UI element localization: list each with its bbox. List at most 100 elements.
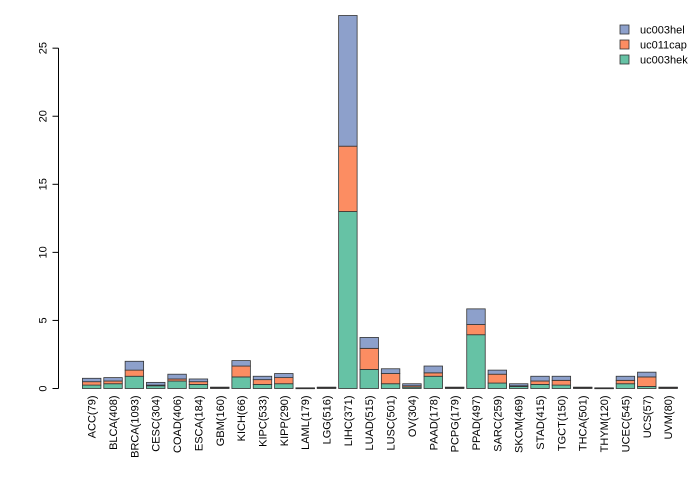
- bar-segment-uc003hek: [530, 384, 550, 389]
- bar-segment-uc011cap: [188, 381, 209, 385]
- bar-segment-uc003hel: [402, 383, 422, 387]
- x-tick-label: THCA(501): [578, 396, 590, 452]
- bar-segment-uc011cap: [380, 373, 401, 385]
- bar-segment-uc011cap: [124, 369, 145, 377]
- x-tick-label: CESC(304): [151, 396, 163, 452]
- bar-segment-uc011cap: [252, 379, 273, 385]
- y-tick-label: 15: [37, 178, 49, 190]
- bar-segment-uc003hek: [423, 375, 443, 389]
- x-axis-labels: ACC(79) BLCA(408) BRCA(1093) CESC(304) COAD(…: [87, 396, 675, 458]
- x-tick-label: UCS(57): [642, 396, 654, 439]
- bar-segment-uc003hek: [146, 385, 166, 389]
- legend-label-uc011cap: uc011cap: [640, 40, 687, 52]
- x-tick-label: STAD(415): [535, 396, 547, 450]
- bar-segment-uc003hel: [231, 360, 251, 367]
- legend-swatch-uc003hek: [619, 54, 630, 65]
- legend-label-uc003hek: uc003hek: [640, 55, 688, 67]
- bar-segment-uc003hek: [615, 383, 636, 389]
- bar-segment-uc003hek: [252, 384, 273, 389]
- bar-segment-uc011cap: [338, 145, 358, 212]
- bar-segment-uc011cap: [487, 373, 507, 384]
- x-tick-label: KICH(66): [236, 396, 248, 442]
- x-tick-label: BRCA(1093): [129, 396, 141, 458]
- x-tick-label: PCPG(179): [450, 396, 462, 453]
- bar-segment-uc003hel: [146, 381, 166, 386]
- bar-segment-uc003hek: [466, 334, 486, 389]
- bar-segment-uc003hel: [444, 386, 465, 389]
- x-tick-label: BLCA(408): [108, 396, 120, 450]
- x-tick-label: ACC(79): [87, 396, 99, 439]
- bar-segment-uc003hel: [338, 15, 358, 147]
- bar-segment-uc003hek: [487, 382, 507, 389]
- bar-segment-uc011cap: [615, 379, 636, 385]
- x-tick-label: PAAD(178): [428, 396, 440, 451]
- bar-segment-uc003hel: [295, 387, 315, 389]
- bar-segment-uc011cap: [103, 380, 123, 385]
- bar-segment-uc011cap: [82, 381, 102, 386]
- bar-segment-uc003hel: [487, 369, 507, 375]
- bar-segment-uc003hel: [573, 386, 593, 389]
- y-tick-label: 0: [37, 385, 49, 391]
- y-tick-label: 25: [37, 42, 49, 54]
- legend-label-uc003hel: uc003hel: [640, 25, 685, 37]
- x-tick-label: LUAD(515): [364, 396, 376, 451]
- bar-segment-uc003hel: [551, 375, 572, 381]
- bar-segment-uc003hek: [551, 384, 572, 389]
- bar-segment-uc003hel: [274, 373, 294, 379]
- bar-segment-uc003hel: [124, 360, 145, 371]
- bar-segment-uc011cap: [530, 380, 550, 385]
- bar-segment-uc003hel: [594, 387, 614, 389]
- x-tick-label: COAD(406): [172, 396, 184, 453]
- bar-segment-uc003hel: [359, 337, 379, 349]
- bar-segment-uc003hek: [167, 380, 187, 389]
- x-tick-label: UVM(80): [663, 396, 675, 440]
- bar-segment-uc003hek: [82, 384, 102, 389]
- bar-segment-uc003hek: [231, 376, 251, 389]
- bar-segment-uc003hel: [210, 386, 230, 389]
- x-tick-label: UCEC(545): [620, 396, 632, 453]
- bar-segment-uc003hek: [103, 383, 123, 389]
- bar-segment-uc011cap: [359, 347, 379, 370]
- legend-swatch-uc011cap: [619, 39, 630, 50]
- bar-segment-uc011cap: [551, 379, 572, 386]
- x-tick-label: TGCT(150): [556, 396, 568, 452]
- x-tick-label: THYM(120): [599, 396, 611, 453]
- bar-segment-uc003hel: [82, 377, 102, 383]
- x-tick-label: PPAD(497): [471, 396, 483, 451]
- bar-segment-uc003hek: [380, 383, 401, 389]
- bar-segment-uc003hek: [359, 369, 379, 389]
- x-tick-label: KIPC(533): [257, 396, 269, 447]
- bar-segment-uc003hek: [188, 384, 209, 389]
- x-tick-label: KIPP(290): [279, 396, 291, 447]
- bar-segment-uc003hel: [252, 375, 273, 381]
- bar-segment-uc011cap: [231, 365, 251, 378]
- x-tick-label: ESCA(184): [193, 396, 205, 452]
- x-tick-label: LUSC(501): [386, 396, 398, 451]
- y-tick-label: 20: [37, 110, 49, 122]
- bar-segment-uc003hek: [338, 211, 358, 389]
- y-tick-label: 10: [37, 246, 49, 258]
- x-tick-label: OV(304): [407, 396, 419, 438]
- bar-segment-uc003hek: [124, 375, 145, 389]
- x-tick-label: SKCM(469): [514, 396, 526, 453]
- bar-segment-uc003hel: [509, 383, 529, 387]
- bar-segment-uc003hel: [530, 375, 550, 382]
- bar-segment-uc003hel: [167, 373, 187, 380]
- bar-segment-uc003hel: [316, 386, 337, 389]
- bar-segment-uc003hek: [274, 383, 294, 389]
- bar-segment-uc003hel: [615, 375, 636, 381]
- bar-segment-uc003hel: [103, 377, 123, 382]
- bar-segment-uc011cap: [274, 377, 294, 385]
- bar-segment-uc003hel: [466, 308, 486, 325]
- bar-segment-uc011cap: [423, 372, 443, 377]
- bar-segment-uc003hel: [637, 371, 657, 378]
- bar-segment-uc003hel: [188, 378, 209, 383]
- legend: uc003hel uc011cap uc003hek: [619, 25, 688, 67]
- bar-segment-uc011cap: [637, 376, 657, 387]
- y-tick-label: 5: [37, 317, 49, 323]
- bars: [82, 15, 678, 390]
- x-tick-label: LIHC(371): [343, 396, 355, 447]
- bar-segment-uc003hel: [423, 365, 443, 374]
- x-tick-label: LAML(179): [300, 396, 312, 450]
